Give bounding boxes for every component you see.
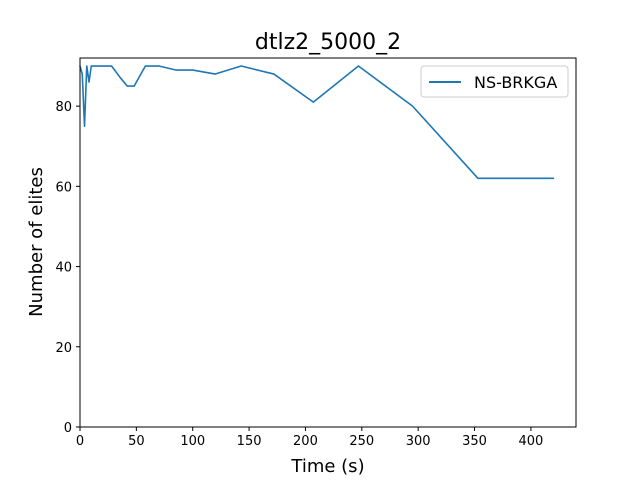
x-tick-label: 50: [128, 434, 145, 449]
x-tick-label: 400: [518, 434, 543, 449]
plot-frame: [79, 57, 577, 428]
x-tick-label: 300: [406, 434, 431, 449]
y-tick-label: 80: [55, 100, 72, 115]
x-tick-label: 150: [237, 434, 262, 449]
x-axis-label: Time (s): [290, 456, 364, 477]
x-tick-label: 0: [76, 434, 84, 449]
legend: NS-BRKGA: [420, 65, 569, 98]
y-axis-label: Number of elites: [26, 167, 47, 317]
x-tick-label: 100: [180, 434, 205, 449]
axes-layer: 0 50 100 150 200 250 300 350 400 0 20 40 60 80: [55, 100, 543, 449]
x-tick-label: 200: [293, 434, 318, 449]
x-tick-label: 350: [462, 434, 487, 449]
y-tick-label: 0: [64, 421, 72, 436]
y-tick-label: 40: [55, 261, 72, 276]
series-layer: [79, 65, 555, 180]
legend-box: [420, 65, 569, 98]
chart-title: dtlz2_5000_2: [255, 30, 401, 55]
x-tick-label: 250: [349, 434, 374, 449]
series-line-0: [79, 65, 555, 180]
legend-label-ns-brkga: NS-BRKGA: [474, 73, 557, 92]
y-tick-label: 20: [55, 341, 72, 356]
y-tick-label: 60: [55, 180, 72, 195]
